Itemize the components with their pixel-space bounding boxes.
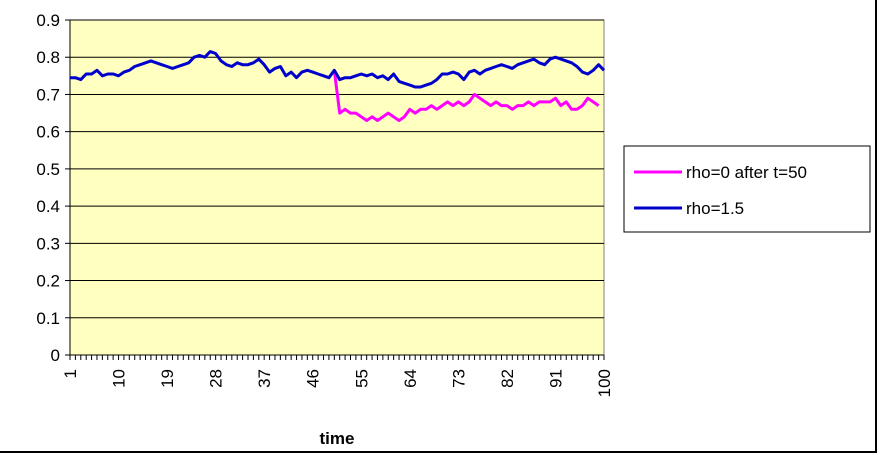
x-tick-label: 19	[158, 369, 177, 388]
y-tick-label: 0.5	[36, 160, 60, 179]
y-tick-label: 0	[51, 346, 60, 365]
x-tick-label: 37	[255, 369, 274, 388]
x-axis: 1 10 19 28 37 46 55 64 73 82 91 100	[61, 354, 614, 397]
legend-label-2: rho=1.5	[686, 199, 744, 218]
y-tick-label: 0.2	[36, 272, 60, 291]
y-tick-label: 0.7	[36, 85, 60, 104]
y-tick-label: 0.6	[36, 123, 60, 142]
series-line-2	[70, 50, 606, 89]
series-lines	[70, 50, 606, 122]
plot-area	[69, 19, 605, 356]
legend-label-1: rho=0 after t=50	[686, 163, 807, 182]
x-tick-label: 82	[498, 369, 517, 388]
x-tick-label: 10	[110, 369, 129, 388]
y-tick-label: 0.9	[36, 11, 60, 30]
x-tick-label: 1	[61, 369, 80, 378]
y-tick-label: 0.3	[36, 234, 60, 253]
x-tick-label: 28	[207, 369, 226, 388]
y-axis: 0 0.1 0.2 0.3 0.4 0.5 0.6 0.7 0.8 0.9	[36, 11, 71, 365]
x-tick-label: 91	[546, 369, 565, 388]
y-tick-label: 0.8	[36, 48, 60, 67]
x-tick-label: 64	[401, 369, 420, 388]
y-tick-label: 0.1	[36, 309, 60, 328]
legend: rho=0 after t=50 rho=1.5	[623, 145, 871, 233]
y-tick-label: 0.4	[36, 197, 60, 216]
x-axis-label: time	[320, 429, 355, 448]
gridlines	[70, 19, 604, 319]
x-tick-label: 55	[352, 369, 371, 388]
legend-box	[623, 145, 871, 233]
x-tick-label: 73	[449, 369, 468, 388]
x-tick-label: 100	[595, 369, 614, 397]
series-line-1	[332, 70, 600, 122]
x-tick-label: 46	[304, 369, 323, 388]
